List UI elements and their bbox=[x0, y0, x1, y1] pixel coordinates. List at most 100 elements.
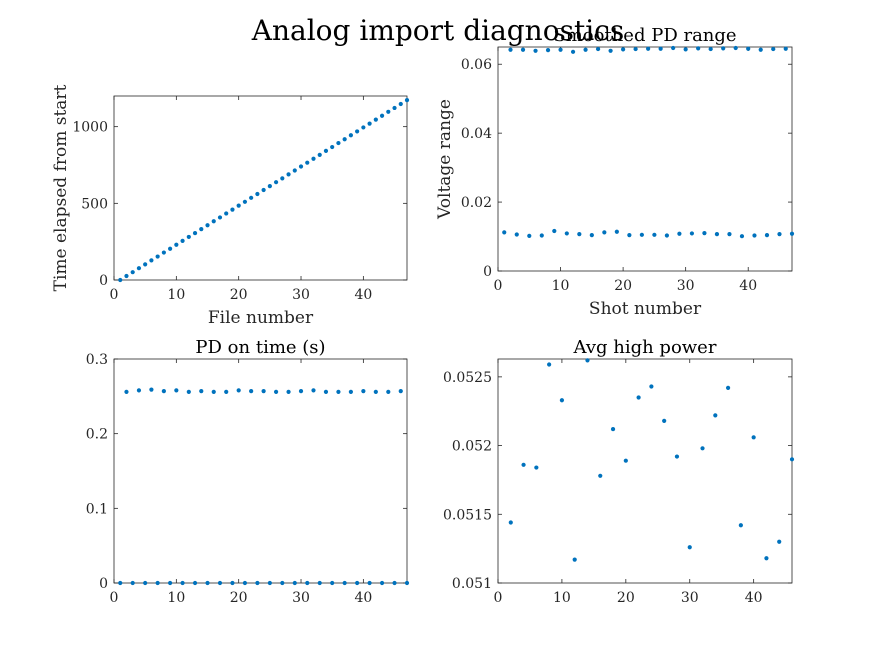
y-tick-label: 0.3 bbox=[86, 352, 108, 368]
data-point bbox=[614, 229, 619, 234]
data-point bbox=[658, 46, 663, 51]
data-point bbox=[217, 215, 223, 220]
data-point bbox=[261, 389, 266, 394]
data-point bbox=[746, 46, 751, 51]
data-point bbox=[255, 580, 260, 586]
data-point bbox=[367, 121, 372, 126]
data-point bbox=[687, 545, 692, 550]
data-point bbox=[292, 580, 297, 586]
data-point bbox=[273, 180, 279, 185]
data-point bbox=[664, 233, 669, 238]
data-point bbox=[649, 384, 654, 389]
data-point bbox=[330, 144, 335, 150]
data-point bbox=[595, 46, 601, 52]
data-point bbox=[777, 232, 782, 237]
x-tick-label: 10 bbox=[167, 590, 185, 606]
data-point bbox=[521, 462, 526, 467]
data-point bbox=[305, 160, 310, 165]
data-point bbox=[267, 580, 272, 586]
x-tick-label: 20 bbox=[614, 278, 632, 294]
data-point bbox=[577, 232, 582, 237]
x-tick-label: 10 bbox=[167, 287, 185, 303]
data-point bbox=[205, 580, 210, 586]
x-tick-label: 10 bbox=[552, 278, 570, 294]
data-point bbox=[367, 580, 372, 586]
subplot-title: Avg high power bbox=[573, 337, 717, 358]
data-point bbox=[751, 435, 756, 440]
data-point bbox=[180, 580, 185, 586]
y-tick-label: 0.04 bbox=[461, 126, 492, 142]
data-point bbox=[130, 580, 135, 586]
data-point bbox=[311, 156, 316, 161]
data-point bbox=[373, 117, 378, 122]
y-tick-label: 0 bbox=[99, 273, 108, 289]
data-point bbox=[702, 230, 707, 236]
y-tick-label: 0.1 bbox=[86, 501, 108, 517]
data-point bbox=[539, 233, 544, 238]
data-point bbox=[355, 129, 360, 134]
data-point bbox=[564, 231, 569, 236]
y-tick-label: 0.051 bbox=[452, 576, 492, 592]
data-point bbox=[714, 232, 720, 237]
data-point bbox=[696, 46, 701, 51]
data-point bbox=[639, 232, 644, 237]
data-point bbox=[713, 413, 718, 418]
x-tick-label: 40 bbox=[354, 287, 372, 303]
data-point bbox=[508, 520, 513, 525]
data-point bbox=[317, 580, 322, 586]
y-tick-label: 1000 bbox=[72, 120, 108, 136]
data-point bbox=[608, 48, 613, 53]
data-point bbox=[255, 191, 260, 197]
data-point bbox=[161, 389, 166, 394]
data-point bbox=[230, 207, 235, 212]
data-point bbox=[733, 45, 738, 51]
x-tick-label: 40 bbox=[745, 590, 763, 606]
data-point bbox=[646, 46, 651, 51]
data-point bbox=[124, 389, 129, 394]
data-point bbox=[789, 231, 795, 236]
data-point bbox=[777, 539, 782, 544]
y-tick-label: 0.0525 bbox=[443, 370, 492, 386]
subplot-title: PD on time (s) bbox=[195, 337, 325, 358]
x-tick-label: 30 bbox=[681, 590, 699, 606]
x-tick-label: 20 bbox=[617, 590, 635, 606]
axes-box bbox=[497, 358, 793, 584]
data-point bbox=[286, 389, 291, 394]
data-point bbox=[621, 47, 626, 52]
data-point bbox=[149, 387, 154, 392]
data-point bbox=[143, 262, 148, 267]
x-axis-label: File number bbox=[208, 308, 314, 328]
subplot-title: Smoothed PD range bbox=[553, 25, 736, 46]
data-point bbox=[118, 580, 123, 586]
data-point bbox=[236, 203, 241, 208]
data-point bbox=[662, 418, 667, 423]
data-point bbox=[130, 270, 135, 275]
data-point bbox=[199, 226, 204, 232]
data-point bbox=[236, 388, 241, 393]
data-point bbox=[783, 46, 788, 51]
data-point bbox=[155, 580, 160, 586]
figure-suptitle: Analog import diagnostics bbox=[251, 14, 624, 47]
data-point bbox=[149, 258, 154, 263]
subplot-smoothed-pd-range: 0 10 20 30 40 0 0.02 0.04 0.06 Smoothed PD range S… bbox=[435, 25, 795, 319]
data-point bbox=[674, 454, 680, 459]
data-point bbox=[136, 266, 142, 271]
subplot-time-elapsed: 0 10 20 30 40 0 500 1000 File number Time elapsed… bbox=[51, 84, 410, 328]
data-point bbox=[559, 398, 565, 403]
data-point bbox=[373, 389, 378, 394]
data-point bbox=[771, 46, 776, 52]
data-point bbox=[273, 389, 279, 394]
data-point bbox=[199, 389, 204, 394]
data-point bbox=[721, 46, 726, 51]
subplot-avg-high-power: 0 10 20 30 40 0.051 0.0515 0.052 0.0525 Avg high … bbox=[443, 337, 795, 606]
data-point bbox=[342, 137, 347, 142]
data-point bbox=[186, 389, 191, 394]
data-point bbox=[174, 388, 179, 393]
data-point bbox=[317, 152, 322, 157]
data-point bbox=[323, 148, 329, 153]
data-point bbox=[292, 168, 297, 173]
data-point bbox=[161, 250, 166, 255]
data-point bbox=[217, 580, 223, 586]
data-point bbox=[727, 232, 732, 237]
x-tick-label: 0 bbox=[494, 278, 503, 294]
